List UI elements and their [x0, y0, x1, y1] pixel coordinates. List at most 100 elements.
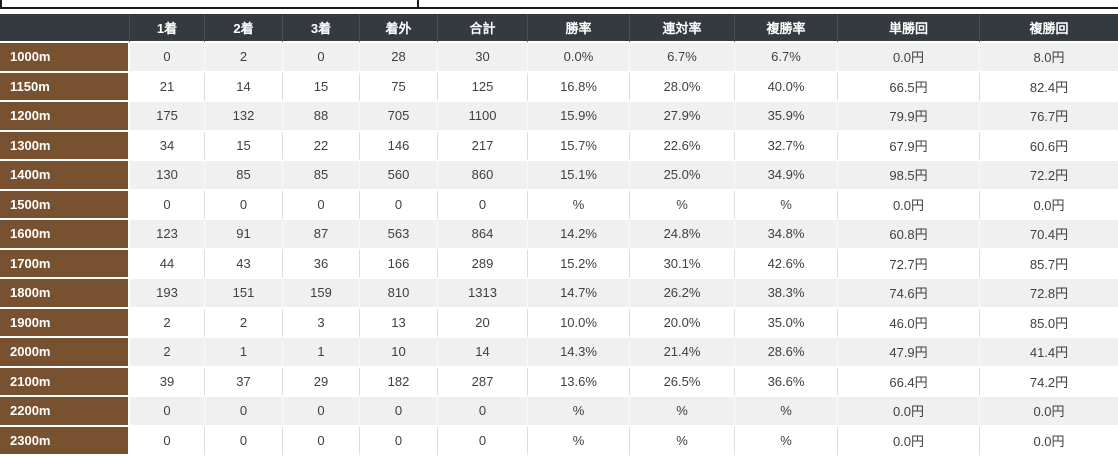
row-label-distance: 1800m: [0, 279, 130, 309]
data-cell: 123: [130, 220, 205, 250]
data-cell: 130: [130, 161, 205, 191]
data-cell: 0: [283, 43, 360, 73]
data-cell: 67.9円: [838, 131, 980, 161]
data-cell: 0.0円: [980, 190, 1118, 220]
data-cell: 0: [205, 426, 283, 456]
data-cell: 60.8円: [838, 220, 980, 250]
data-cell: 47.9円: [838, 338, 980, 368]
header-cell: 1着: [130, 14, 205, 43]
data-cell: 34.8%: [735, 220, 838, 250]
cutoff-input-box[interactable]: [0, 0, 419, 9]
data-cell: 2: [205, 308, 283, 338]
data-cell: 15: [283, 72, 360, 102]
data-cell: 20: [438, 308, 528, 338]
data-cell: 75: [360, 72, 438, 102]
data-cell: 72.8円: [980, 279, 1118, 309]
data-cell: 0: [438, 190, 528, 220]
table-row: 2200m 0 0 0 0 0%%% 0.0円 0.0円: [0, 397, 1118, 427]
row-label-distance: 1900m: [0, 308, 130, 338]
data-cell: 46.0円: [838, 308, 980, 338]
data-cell: 85: [205, 161, 283, 191]
table-row: 1300m 34 15 22 146 217 15.7% 22.6% 32.7% 67.9円 60.…: [0, 131, 1118, 161]
data-cell: 0.0%: [528, 43, 630, 73]
data-cell: 41.4円: [980, 338, 1118, 368]
data-cell: 0.0円: [838, 43, 980, 73]
data-cell: %: [735, 397, 838, 427]
header-cell: 複勝率: [735, 14, 838, 43]
data-cell: 860: [438, 161, 528, 191]
table-row: 1500m 0 0 0 0 0%%% 0.0円 0.0円: [0, 190, 1118, 220]
header-cell: 単勝回: [838, 14, 980, 43]
data-cell: 0: [360, 397, 438, 427]
data-cell: 1: [205, 338, 283, 368]
table-row: 1200m 175 132 88 705 1100 15.9% 27.9% 35.9% 79.9円…: [0, 102, 1118, 132]
data-cell: 560: [360, 161, 438, 191]
data-cell: %: [528, 426, 630, 456]
data-cell: 0.0円: [980, 426, 1118, 456]
data-cell: 91: [205, 220, 283, 250]
data-cell: 27.9%: [630, 102, 735, 132]
data-cell: %: [528, 397, 630, 427]
data-cell: 0: [360, 426, 438, 456]
data-cell: 72.7円: [838, 249, 980, 279]
table-row: 2300m 0 0 0 0 0%%% 0.0円 0.0円: [0, 426, 1118, 456]
data-cell: 14: [205, 72, 283, 102]
data-cell: 14.2%: [528, 220, 630, 250]
data-cell: 0: [283, 190, 360, 220]
data-cell: 66.4円: [838, 367, 980, 397]
table-row: 1700m 44 43 36 166 289 15.2% 30.1% 42.6% 72.7円 85.…: [0, 249, 1118, 279]
data-cell: 30: [438, 43, 528, 73]
data-cell: 24.8%: [630, 220, 735, 250]
data-cell: 0.0円: [838, 426, 980, 456]
data-cell: 15.9%: [528, 102, 630, 132]
data-cell: 6.7%: [735, 43, 838, 73]
data-cell: %: [630, 426, 735, 456]
row-label-distance: 1300m: [0, 131, 130, 161]
data-cell: 289: [438, 249, 528, 279]
data-cell: 15: [205, 131, 283, 161]
data-cell: 72.2円: [980, 161, 1118, 191]
data-cell: 85: [283, 161, 360, 191]
data-cell: 98.5円: [838, 161, 980, 191]
data-cell: 20.0%: [630, 308, 735, 338]
data-cell: 74.6円: [838, 279, 980, 309]
data-cell: 0: [438, 426, 528, 456]
header-cell-empty: [0, 14, 130, 43]
data-cell: 0: [360, 190, 438, 220]
data-cell: 0: [130, 426, 205, 456]
data-cell: 88: [283, 102, 360, 132]
data-cell: 16.8%: [528, 72, 630, 102]
table-row: 1400m 130 85 85 560 860 15.1% 25.0% 34.9% 98.5円 72…: [0, 161, 1118, 191]
row-label-distance: 1000m: [0, 43, 130, 73]
data-cell: 76.7円: [980, 102, 1118, 132]
data-cell: 43: [205, 249, 283, 279]
data-cell: 1: [283, 338, 360, 368]
data-cell: 132: [205, 102, 283, 132]
header-cell: 複勝回: [980, 14, 1118, 43]
table-row: 1900m 2 2 3 13 20 10.0% 20.0% 35.0% 46.0円 85.0円: [0, 308, 1118, 338]
data-cell: 29: [283, 367, 360, 397]
header-cell: 3着: [283, 14, 360, 43]
data-cell: 26.2%: [630, 279, 735, 309]
data-cell: 37: [205, 367, 283, 397]
data-cell: %: [528, 190, 630, 220]
data-cell: 0: [205, 397, 283, 427]
data-cell: 60.6円: [980, 131, 1118, 161]
data-cell: 79.9円: [838, 102, 980, 132]
data-cell: 66.5円: [838, 72, 980, 102]
data-cell: 182: [360, 367, 438, 397]
header-cell: 連対率: [630, 14, 735, 43]
data-cell: 28: [360, 43, 438, 73]
data-cell: 151: [205, 279, 283, 309]
data-cell: 10.0%: [528, 308, 630, 338]
data-cell: 2: [205, 43, 283, 73]
data-cell: 34.9%: [735, 161, 838, 191]
data-cell: 34: [130, 131, 205, 161]
header-cell: 2着: [205, 14, 283, 43]
data-cell: 14.7%: [528, 279, 630, 309]
row-label-distance: 1200m: [0, 102, 130, 132]
data-cell: 0.0円: [838, 190, 980, 220]
data-cell: %: [735, 190, 838, 220]
data-cell: 36: [283, 249, 360, 279]
data-cell: 74.2円: [980, 367, 1118, 397]
